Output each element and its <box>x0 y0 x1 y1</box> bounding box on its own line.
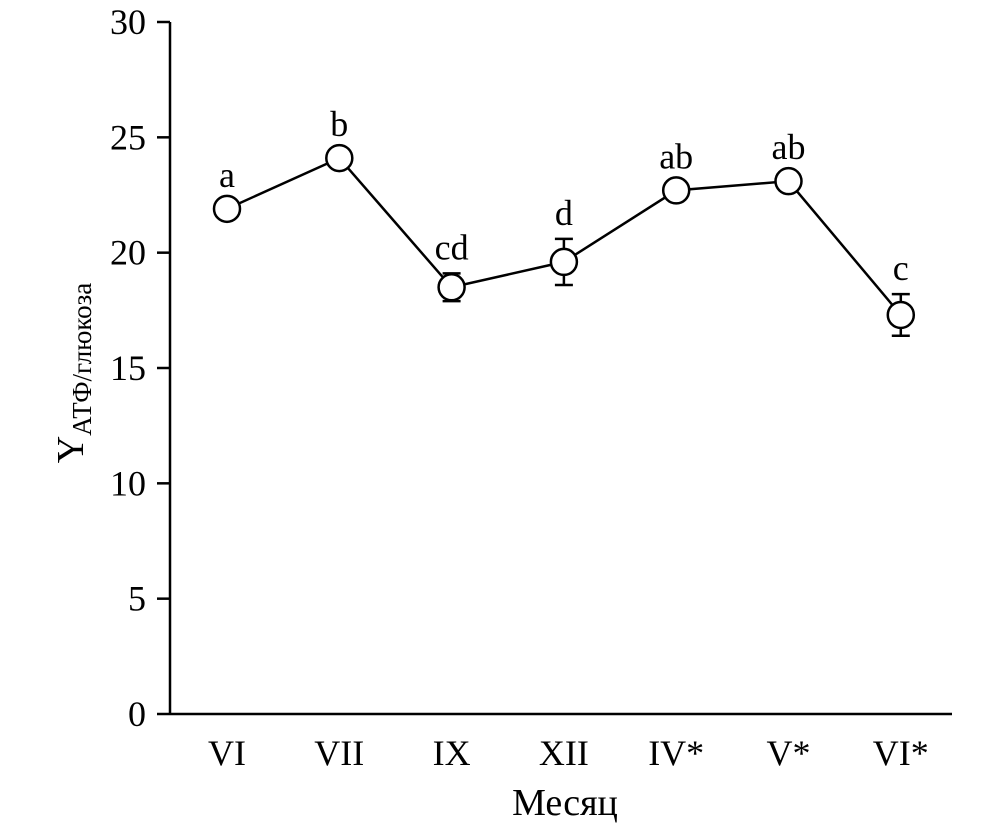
x-tick-label: VII <box>314 733 364 773</box>
data-point <box>549 247 579 277</box>
data-point <box>437 273 466 302</box>
y-axis-title: YАТФ/глюкоза <box>50 283 97 464</box>
data-point <box>886 300 916 330</box>
y-tick-label: 0 <box>128 694 146 734</box>
x-tick-label: IV* <box>648 733 704 773</box>
x-tick-label: IX <box>433 733 471 773</box>
x-tick-label: XII <box>539 733 589 773</box>
data-point <box>212 194 242 224</box>
significance-label: ab <box>772 127 806 167</box>
x-tick-label: VI* <box>873 733 929 773</box>
y-tick-label: 5 <box>128 579 146 619</box>
y-tick-label: 10 <box>110 463 146 503</box>
y-tick-label: 30 <box>110 2 146 42</box>
significance-label: ab <box>659 136 693 176</box>
y-ticks: 0 5 10 15 20 25 30 <box>110 2 170 734</box>
significance-label: b <box>330 104 348 144</box>
significance-label: c <box>893 248 909 288</box>
x-tick-label: V* <box>767 733 811 773</box>
data-point <box>661 176 691 205</box>
x-ticks: VI VII IX XII IV* V* VI* <box>208 733 929 773</box>
y-tick-label: 25 <box>110 117 146 157</box>
significance-label: d <box>555 193 573 233</box>
y-tick-label: 15 <box>110 348 146 388</box>
x-axis-title: Месяц <box>512 782 618 824</box>
y-axis: 0 5 10 15 20 25 30 <box>110 2 172 734</box>
x-axis: VI VII IX XII IV* V* VI* <box>170 712 952 773</box>
data-point <box>325 143 354 173</box>
y-tick-label: 20 <box>110 233 146 273</box>
significance-label: cd <box>435 227 469 267</box>
significance-label: a <box>219 155 235 195</box>
data-point <box>774 166 803 196</box>
x-tick-label: VI <box>208 733 246 773</box>
